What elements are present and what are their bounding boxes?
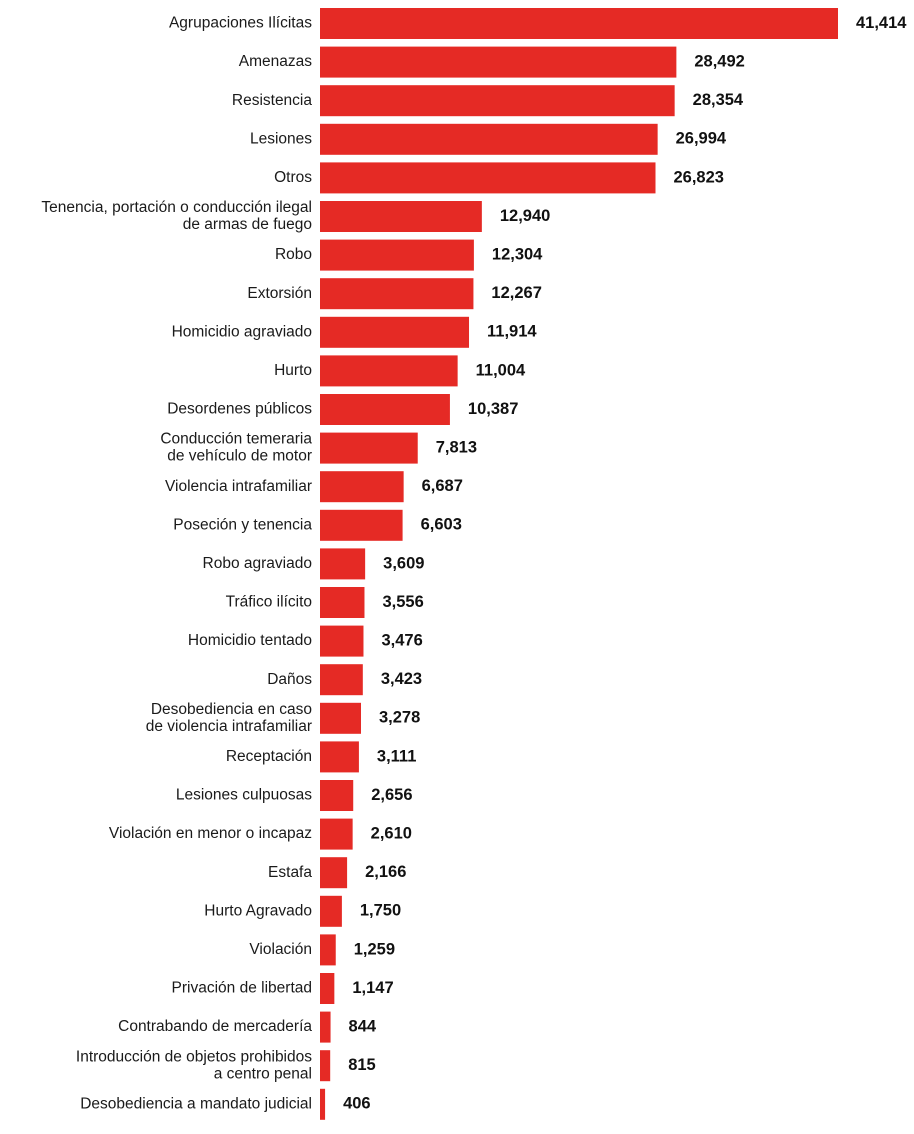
- bar: [320, 201, 482, 232]
- category-label: Estafa: [268, 864, 312, 881]
- bar: [320, 1088, 326, 1120]
- value-label: 844: [349, 1017, 377, 1035]
- bar: [320, 85, 675, 117]
- category-label: Resistencia: [232, 92, 312, 109]
- value-label: 3,476: [381, 631, 422, 649]
- category-label: Otros: [274, 169, 312, 186]
- category-label: Poseción y tenencia: [173, 516, 312, 533]
- category-label: Robo: [275, 246, 312, 263]
- value-labels-group: 41,414 28,492 28,354 26,994 26,823 12,940 12,3…: [343, 14, 907, 1113]
- category-label: Violación: [249, 941, 312, 958]
- category-labels-group: Agrupaciones Ilícitas Amenazas Resistencia…: [41, 15, 312, 1113]
- bar: [320, 934, 336, 966]
- value-label: 6,603: [421, 516, 462, 534]
- category-label: Hurto: [274, 362, 312, 379]
- bar: [320, 432, 418, 464]
- value-label: 3,278: [379, 709, 420, 727]
- value-label: 3,423: [381, 670, 422, 688]
- value-label: 3,556: [382, 593, 423, 611]
- bar: [320, 8, 838, 39]
- value-label: 26,994: [676, 130, 727, 148]
- category-label: Lesiones culpuosas: [176, 787, 312, 804]
- category-label: Lesiones: [250, 130, 312, 147]
- category-label: Homicidio agraviado: [172, 323, 312, 340]
- value-label: 406: [343, 1095, 371, 1113]
- bar: [320, 780, 354, 811]
- category-label: Receptación: [226, 748, 312, 765]
- bar: [320, 818, 353, 850]
- bars-group: [320, 8, 838, 1120]
- category-label: Daños: [267, 671, 312, 688]
- category-label: Tenencia, portación o conducción ilegal: [41, 199, 312, 216]
- category-label: Contrabando de mercadería: [118, 1018, 312, 1035]
- category-label: Introducción de objetos prohibidos: [76, 1048, 312, 1065]
- bar: [320, 46, 677, 78]
- value-label: 3,609: [383, 554, 424, 572]
- bar: [320, 973, 335, 1004]
- category-label: Desordenes públicos: [167, 401, 312, 418]
- category-label: Desobediencia en caso: [151, 701, 312, 718]
- value-label: 12,940: [500, 207, 550, 225]
- bar: [320, 1050, 331, 1082]
- category-label: Violación en menor o incapaz: [109, 825, 312, 842]
- value-label: 12,267: [491, 284, 541, 302]
- value-label: 10,387: [468, 400, 518, 418]
- bar: [320, 316, 470, 348]
- category-label: de violencia intrafamiliar: [146, 718, 312, 735]
- bar: [320, 1011, 331, 1043]
- bar: [320, 548, 366, 580]
- value-label: 1,147: [352, 979, 393, 997]
- category-label: Privación de libertad: [172, 980, 312, 997]
- value-label: 26,823: [673, 168, 723, 186]
- value-label: 12,304: [492, 245, 543, 263]
- bar: [320, 123, 658, 155]
- category-label: Hurto Agravado: [204, 902, 312, 919]
- bar: [320, 664, 363, 696]
- bar: [320, 239, 474, 271]
- category-label: Robo agraviado: [203, 555, 312, 572]
- value-label: 28,492: [694, 52, 744, 70]
- category-label: a centro penal: [214, 1065, 312, 1082]
- bar: [320, 625, 364, 657]
- value-label: 28,354: [693, 91, 744, 109]
- value-label: 2,610: [371, 824, 412, 842]
- value-label: 815: [348, 1056, 376, 1074]
- bar: [320, 162, 656, 194]
- category-label: Amenazas: [239, 53, 312, 70]
- bar: [320, 857, 348, 889]
- bar: [320, 509, 403, 541]
- value-label: 11,004: [476, 361, 526, 379]
- bar: [320, 702, 362, 734]
- value-label: 2,656: [371, 786, 412, 804]
- value-label: 1,750: [360, 902, 401, 920]
- bar: [320, 471, 404, 503]
- value-label: 6,687: [422, 477, 463, 495]
- category-label: Conducción temeraria: [160, 431, 312, 448]
- category-label: Homicidio tentado: [188, 632, 312, 649]
- category-label: Desobediencia a mandato judicial: [80, 1095, 312, 1112]
- value-label: 2,166: [365, 863, 406, 881]
- category-label: de armas de fuego: [183, 216, 312, 233]
- value-label: 7,813: [436, 438, 477, 456]
- bar: [320, 355, 458, 387]
- category-label: Agrupaciones Ilícitas: [169, 15, 312, 32]
- category-label: de vehículo de motor: [167, 448, 312, 465]
- category-label: Extorsión: [247, 285, 312, 302]
- category-label: Violencia intrafamiliar: [165, 478, 312, 495]
- bar: [320, 587, 365, 618]
- value-label: 11,914: [487, 323, 537, 341]
- bar: [320, 741, 359, 773]
- value-label: 41,414: [856, 14, 907, 32]
- bar: [320, 278, 474, 310]
- bar: [320, 895, 342, 927]
- bar: [320, 394, 450, 425]
- value-label: 3,111: [377, 747, 416, 765]
- value-label: 1,259: [354, 940, 395, 958]
- category-label: Tráfico ilícito: [226, 594, 312, 611]
